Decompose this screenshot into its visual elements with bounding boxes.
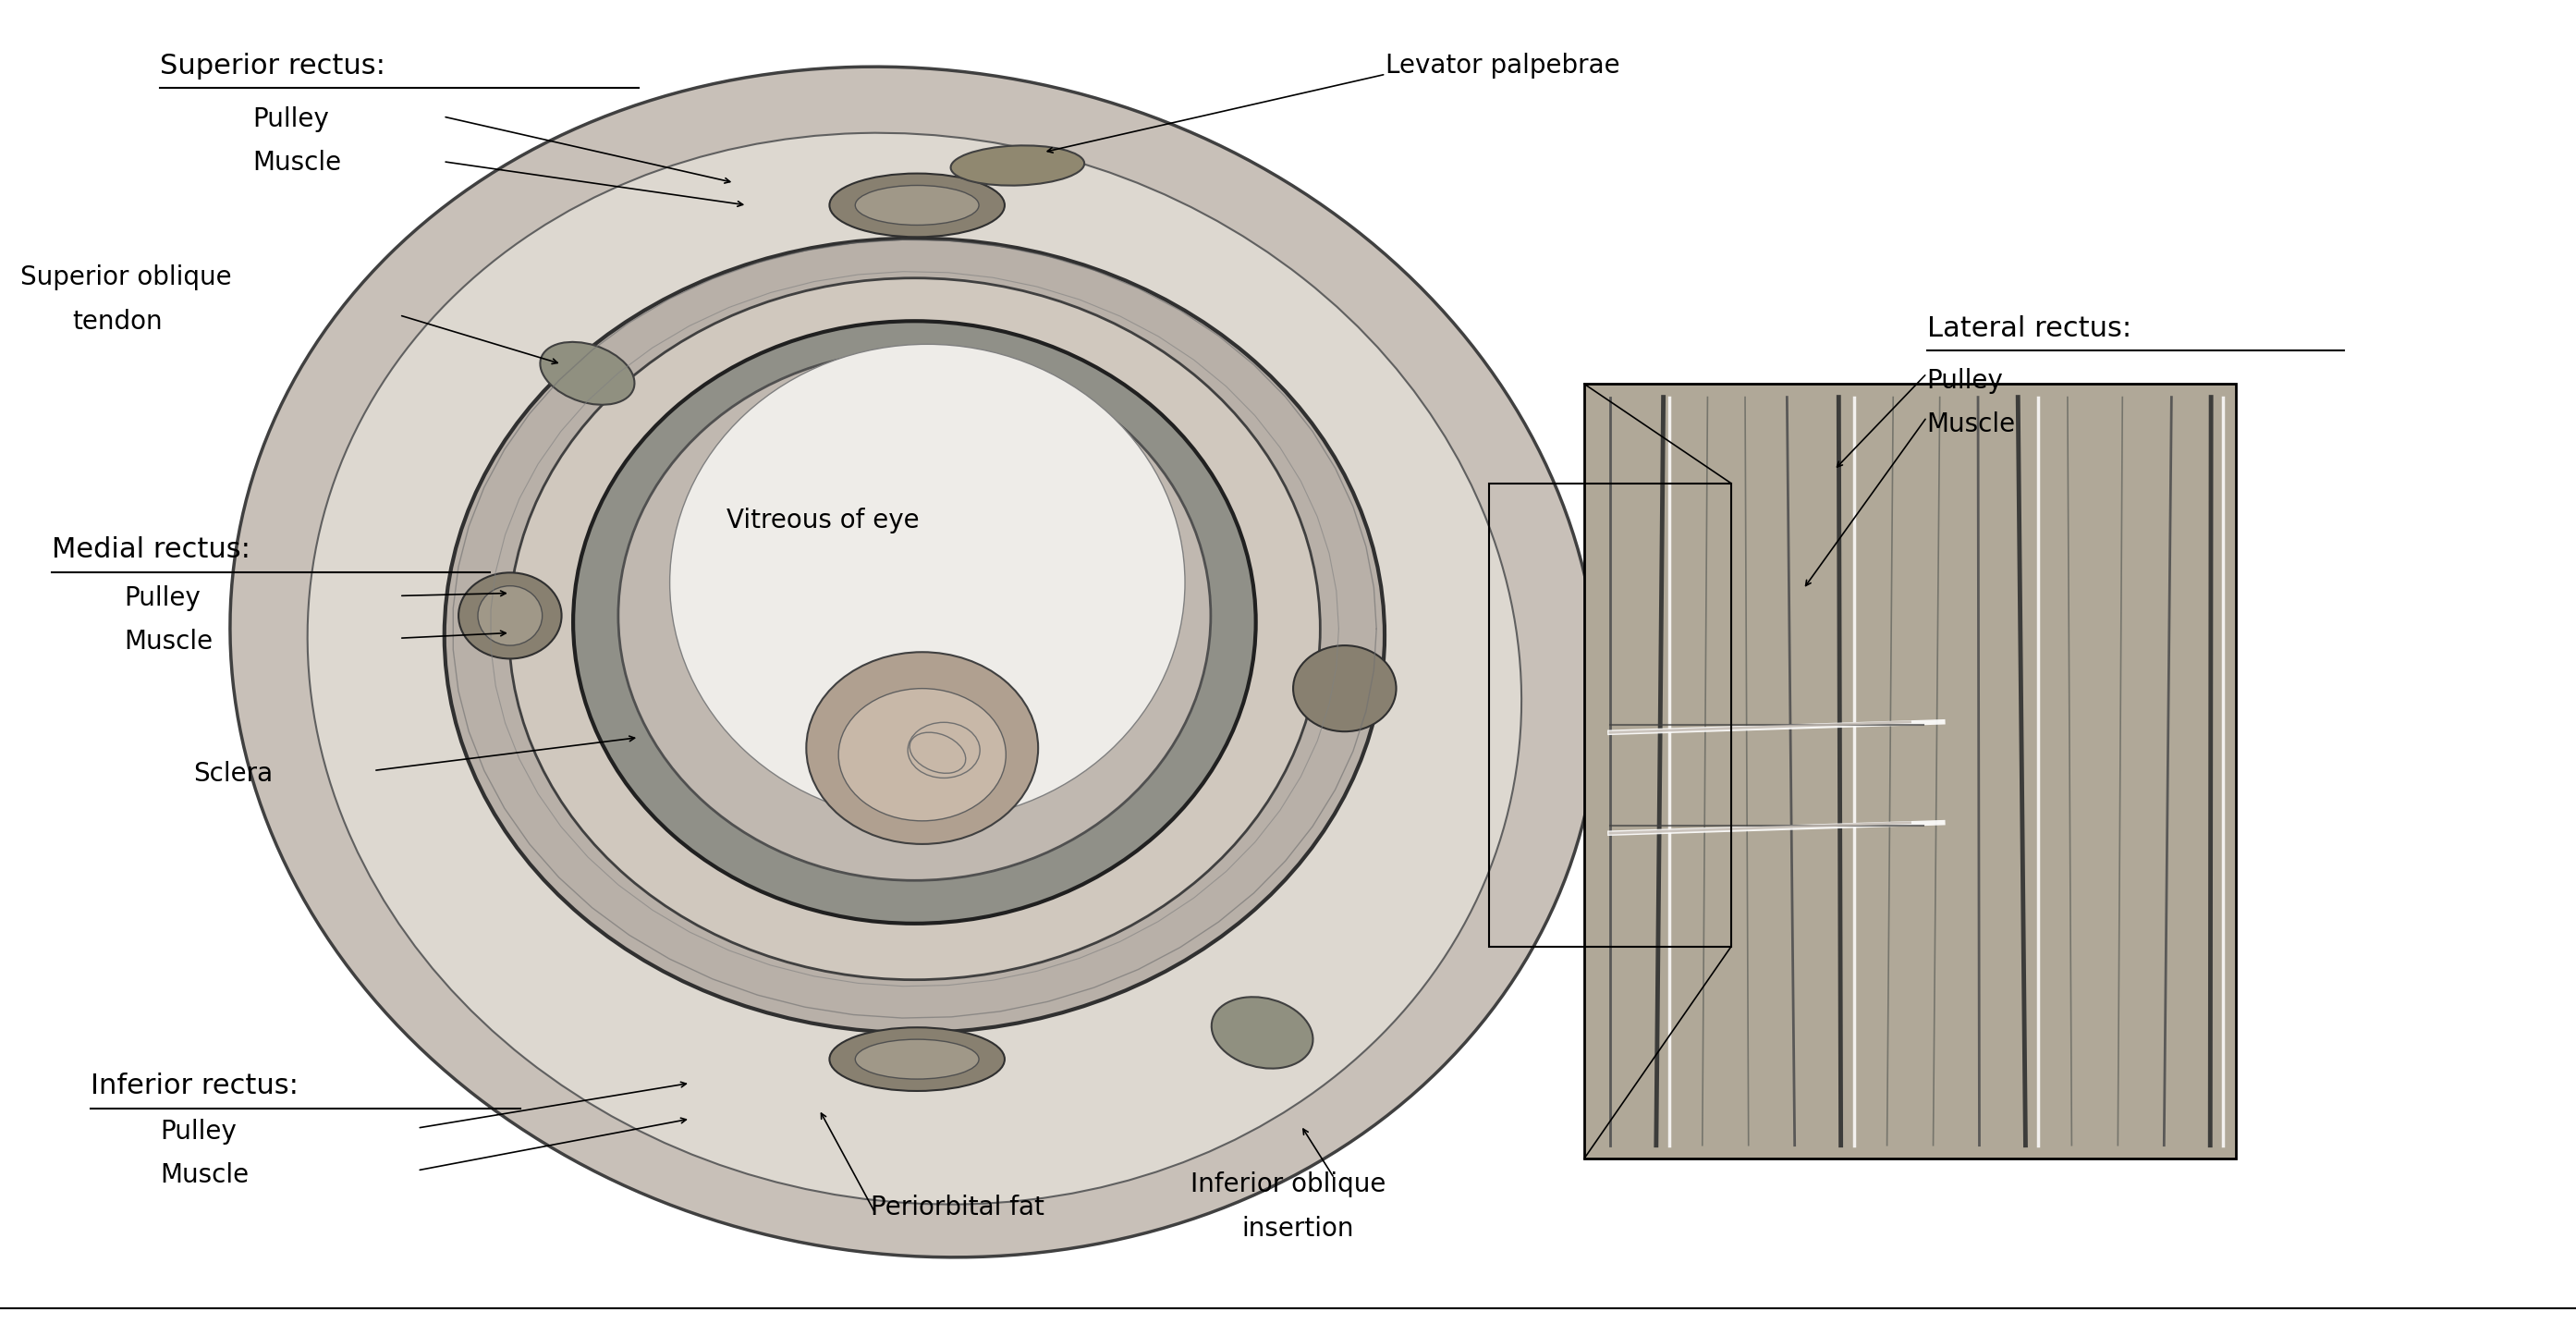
Text: Inferior oblique: Inferior oblique: [1190, 1172, 1386, 1198]
Ellipse shape: [541, 342, 634, 405]
Ellipse shape: [670, 344, 1185, 821]
Ellipse shape: [829, 173, 1005, 237]
Text: Sclera: Sclera: [193, 761, 273, 788]
Ellipse shape: [1211, 997, 1314, 1068]
Bar: [1584, 384, 2236, 1158]
Ellipse shape: [806, 651, 1038, 845]
Text: Muscle: Muscle: [160, 1162, 247, 1189]
Text: Pulley: Pulley: [252, 106, 330, 132]
Ellipse shape: [510, 278, 1321, 980]
Text: Superior oblique: Superior oblique: [21, 265, 232, 291]
Text: Muscle: Muscle: [1927, 412, 2014, 438]
Text: Pulley: Pulley: [124, 585, 201, 612]
Text: Levator palpebrae: Levator palpebrae: [1386, 53, 1620, 79]
Ellipse shape: [951, 146, 1084, 185]
Ellipse shape: [443, 238, 1386, 1033]
Text: Muscle: Muscle: [252, 150, 340, 176]
Ellipse shape: [479, 585, 544, 646]
Ellipse shape: [459, 572, 562, 659]
Ellipse shape: [229, 66, 1600, 1258]
Ellipse shape: [837, 688, 1005, 821]
Text: tendon: tendon: [72, 308, 162, 335]
Ellipse shape: [855, 1039, 979, 1079]
Ellipse shape: [829, 1027, 1005, 1091]
Text: insertion: insertion: [1242, 1215, 1355, 1242]
Text: Muscle: Muscle: [124, 629, 211, 655]
Ellipse shape: [618, 351, 1211, 880]
Ellipse shape: [307, 132, 1522, 1205]
Bar: [1489, 483, 1731, 947]
Ellipse shape: [855, 185, 979, 225]
Ellipse shape: [572, 320, 1257, 924]
Text: Superior rectus:: Superior rectus:: [160, 53, 386, 79]
Text: Pulley: Pulley: [160, 1119, 237, 1145]
Text: Lateral rectus:: Lateral rectus:: [1927, 315, 2130, 342]
Text: Periorbital fat: Periorbital fat: [871, 1194, 1043, 1221]
Ellipse shape: [1293, 646, 1396, 731]
Text: Vitreous of eye: Vitreous of eye: [726, 507, 920, 534]
Text: Medial rectus:: Medial rectus:: [52, 536, 250, 563]
Text: Pulley: Pulley: [1927, 368, 2004, 395]
Text: Inferior rectus:: Inferior rectus:: [90, 1072, 299, 1099]
